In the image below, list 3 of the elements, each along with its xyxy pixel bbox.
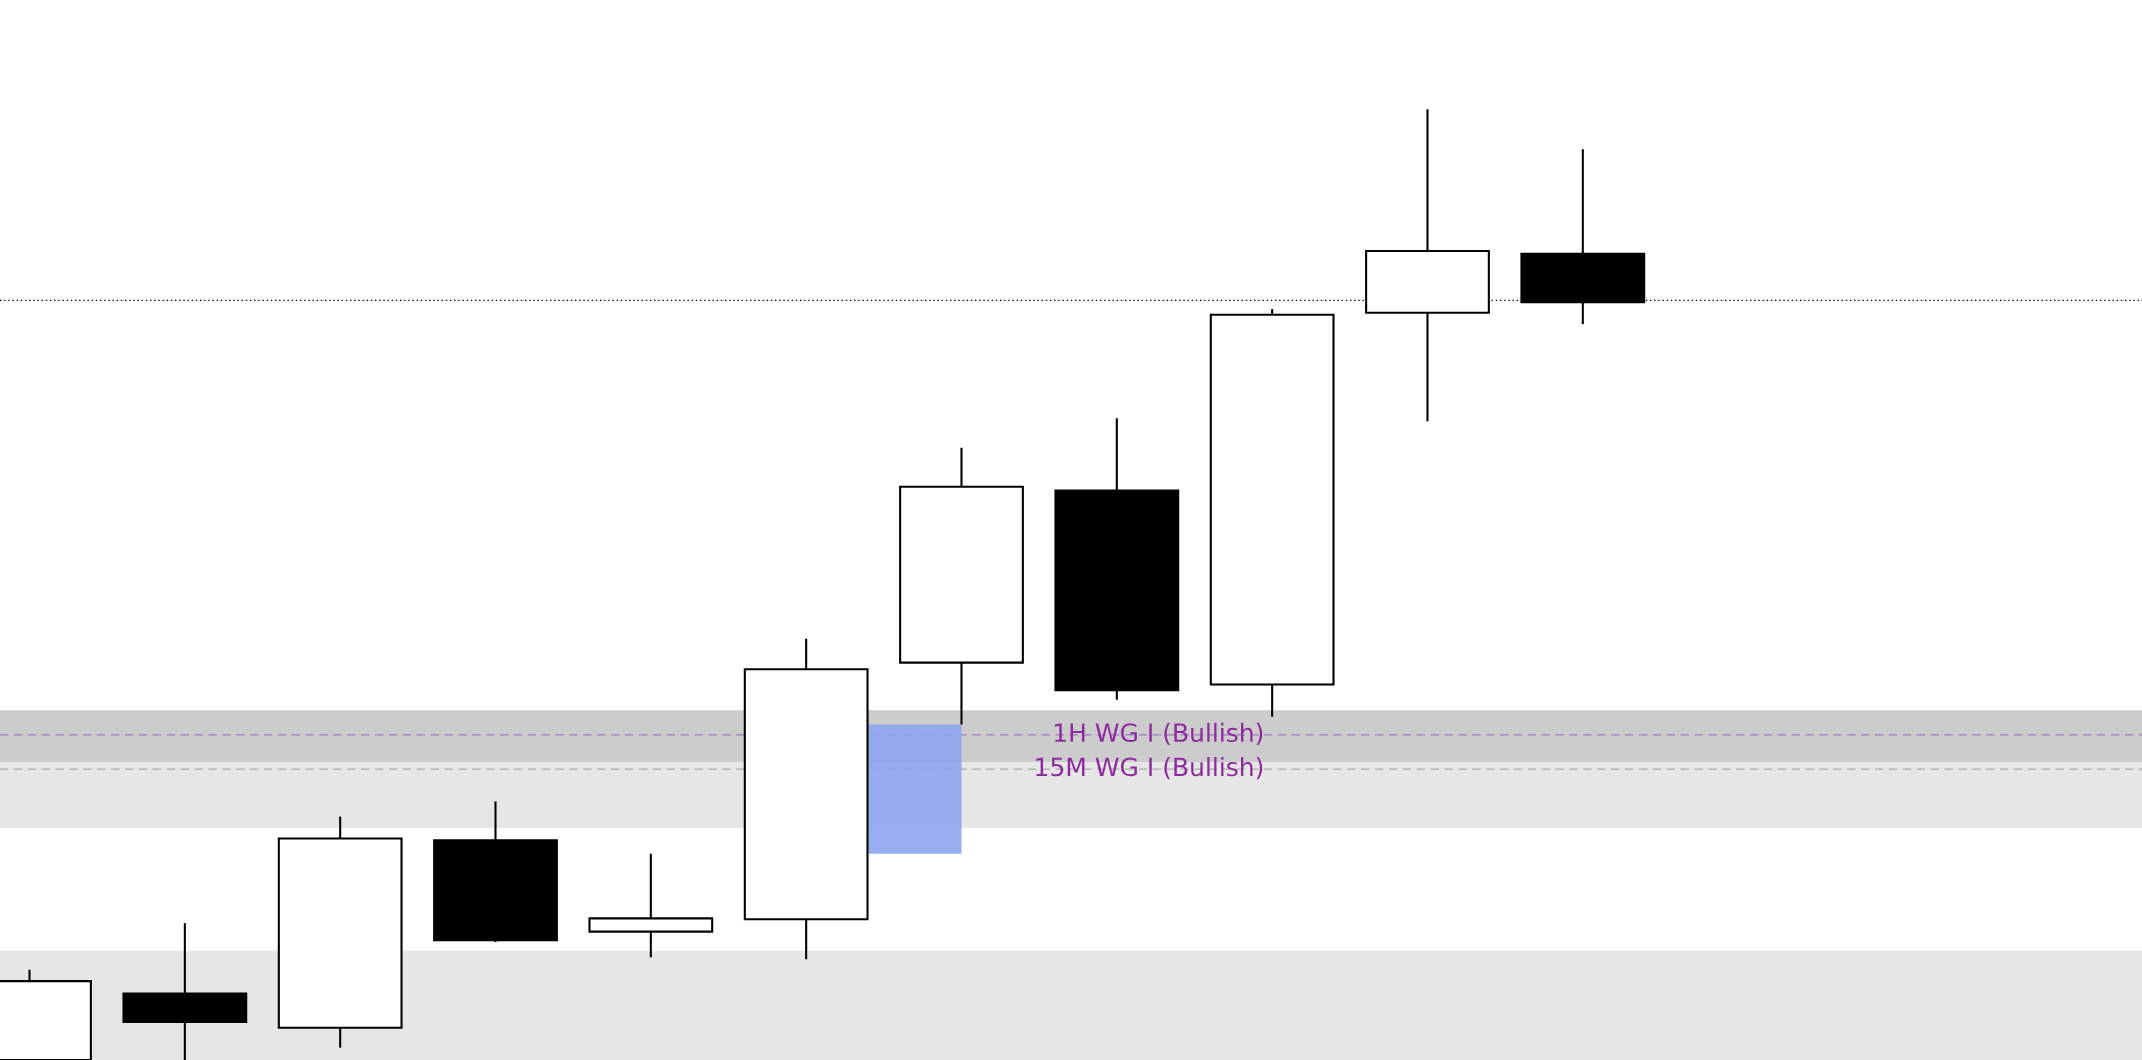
ref-line-label: 15M WG I (Bullish) [1036,757,1263,780]
candlestick [588,852,714,959]
ref-line-label: 1H WG I (Bullish) [1054,722,1263,746]
